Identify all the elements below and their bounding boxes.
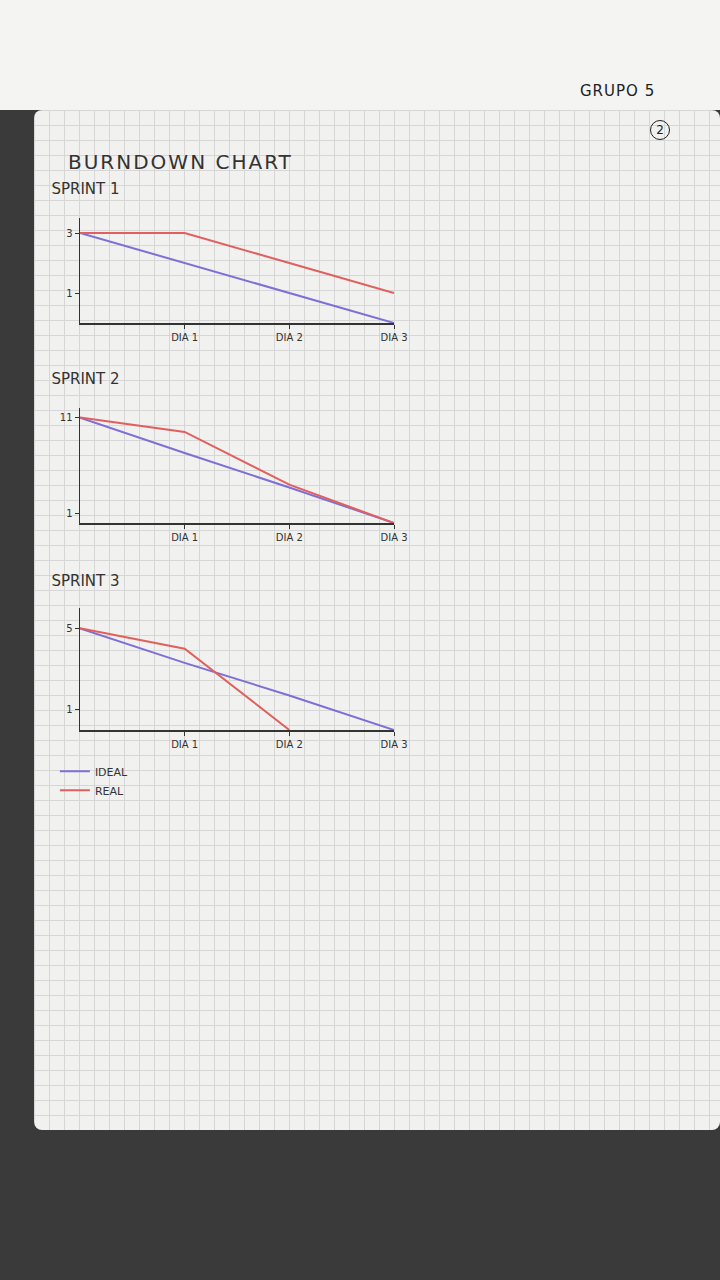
svg-text:DIA 2: DIA 2 — [276, 739, 303, 750]
svg-text:DIA 3: DIA 3 — [380, 332, 407, 343]
svg-text:SPRINT 2: SPRINT 2 — [51, 370, 119, 388]
svg-text:5: 5 — [66, 623, 72, 634]
svg-text:11: 11 — [60, 412, 73, 423]
svg-text:DIA 2: DIA 2 — [276, 332, 303, 343]
html-text:GRUPO 5: GRUPO 5 — [580, 82, 656, 100]
svg-text:DIA 1: DIA 1 — [171, 532, 198, 543]
svg-text:DIA 1: DIA 1 — [171, 739, 198, 750]
svg-text:SPRINT 1: SPRINT 1 — [51, 180, 119, 198]
svg-text:DIA 1: DIA 1 — [171, 332, 198, 343]
svg-text:1: 1 — [66, 288, 72, 299]
svg-text:DIA 3: DIA 3 — [380, 532, 407, 543]
svg-text:DIA 3: DIA 3 — [380, 739, 407, 750]
svg-text:1: 1 — [66, 508, 72, 519]
svg-text:REAL: REAL — [95, 785, 124, 798]
svg-text:IDEAL: IDEAL — [95, 766, 128, 779]
svg-text:1: 1 — [66, 704, 72, 715]
html-text:BURNDOWN CHART: BURNDOWN CHART — [68, 150, 293, 174]
svg-text:DIA 2: DIA 2 — [276, 532, 303, 543]
svg-text:3: 3 — [66, 228, 72, 239]
svg-text:SPRINT 3: SPRINT 3 — [51, 572, 119, 590]
html-text:2: 2 — [656, 123, 664, 137]
